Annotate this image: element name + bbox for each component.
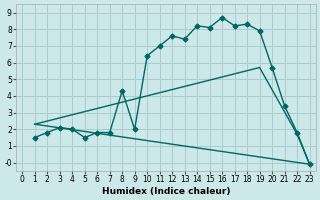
X-axis label: Humidex (Indice chaleur): Humidex (Indice chaleur) (102, 187, 230, 196)
